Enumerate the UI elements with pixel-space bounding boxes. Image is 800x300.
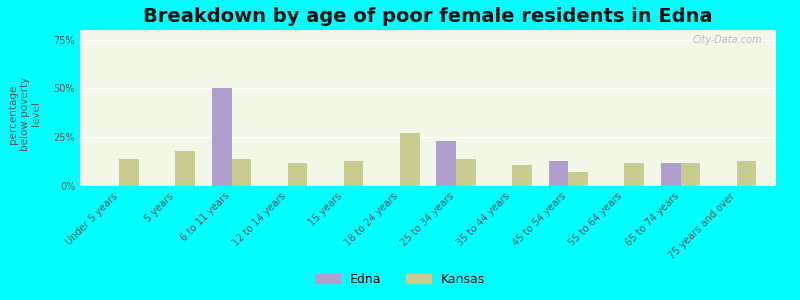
Bar — [400, 133, 419, 186]
Bar — [681, 163, 700, 186]
Bar — [437, 141, 456, 186]
Bar — [661, 163, 681, 186]
Bar — [212, 88, 231, 186]
Bar — [737, 161, 756, 186]
Bar — [175, 151, 195, 186]
Text: percentage
below poverty
level: percentage below poverty level — [8, 77, 42, 151]
Bar — [119, 159, 139, 186]
Bar — [568, 172, 588, 186]
Bar — [625, 163, 644, 186]
Bar — [512, 164, 532, 186]
Bar — [288, 163, 307, 186]
Bar — [549, 161, 568, 186]
Bar — [231, 159, 251, 186]
Legend: Edna, Kansas: Edna, Kansas — [310, 268, 490, 291]
Bar — [456, 159, 476, 186]
Title: Breakdown by age of poor female residents in Edna: Breakdown by age of poor female resident… — [143, 7, 713, 26]
Text: City-Data.com: City-Data.com — [693, 35, 762, 45]
Bar — [344, 161, 363, 186]
